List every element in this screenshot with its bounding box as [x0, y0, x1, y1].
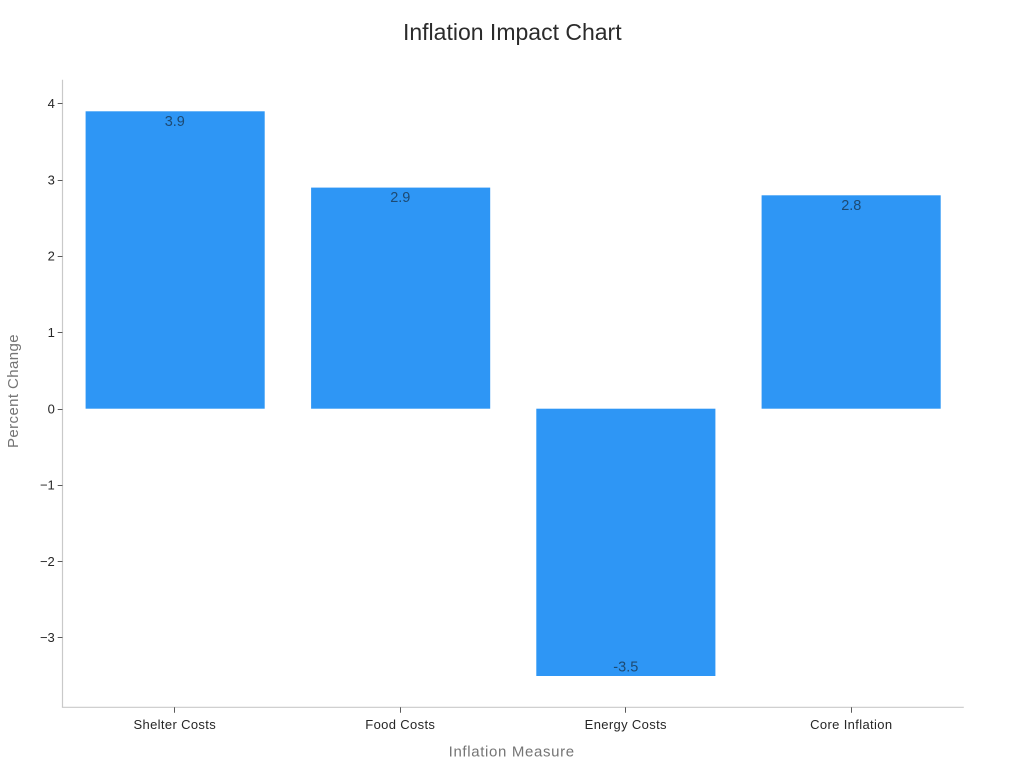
svg-text:Core Inflation: Core Inflation: [810, 717, 892, 732]
svg-text:0: 0: [48, 401, 55, 416]
svg-text:3.9: 3.9: [165, 114, 185, 130]
svg-text:Inflation Measure: Inflation Measure: [449, 744, 575, 761]
svg-text:4: 4: [48, 96, 55, 111]
svg-text:Shelter Costs: Shelter Costs: [134, 717, 217, 732]
svg-text:3: 3: [48, 172, 55, 187]
svg-text:−3: −3: [40, 630, 55, 645]
svg-text:1: 1: [48, 325, 55, 340]
svg-text:2.8: 2.8: [841, 198, 861, 214]
svg-text:Inflation Impact Chart: Inflation Impact Chart: [403, 19, 622, 45]
svg-text:Food Costs: Food Costs: [365, 717, 435, 732]
svg-text:2.9: 2.9: [390, 190, 410, 206]
svg-text:Energy Costs: Energy Costs: [585, 717, 667, 732]
svg-text:−2: −2: [40, 554, 55, 569]
svg-text:2: 2: [48, 249, 55, 264]
svg-text:Percent Change: Percent Change: [5, 334, 22, 448]
svg-text:−1: −1: [40, 478, 55, 493]
svg-text:-3.5: -3.5: [613, 659, 638, 675]
